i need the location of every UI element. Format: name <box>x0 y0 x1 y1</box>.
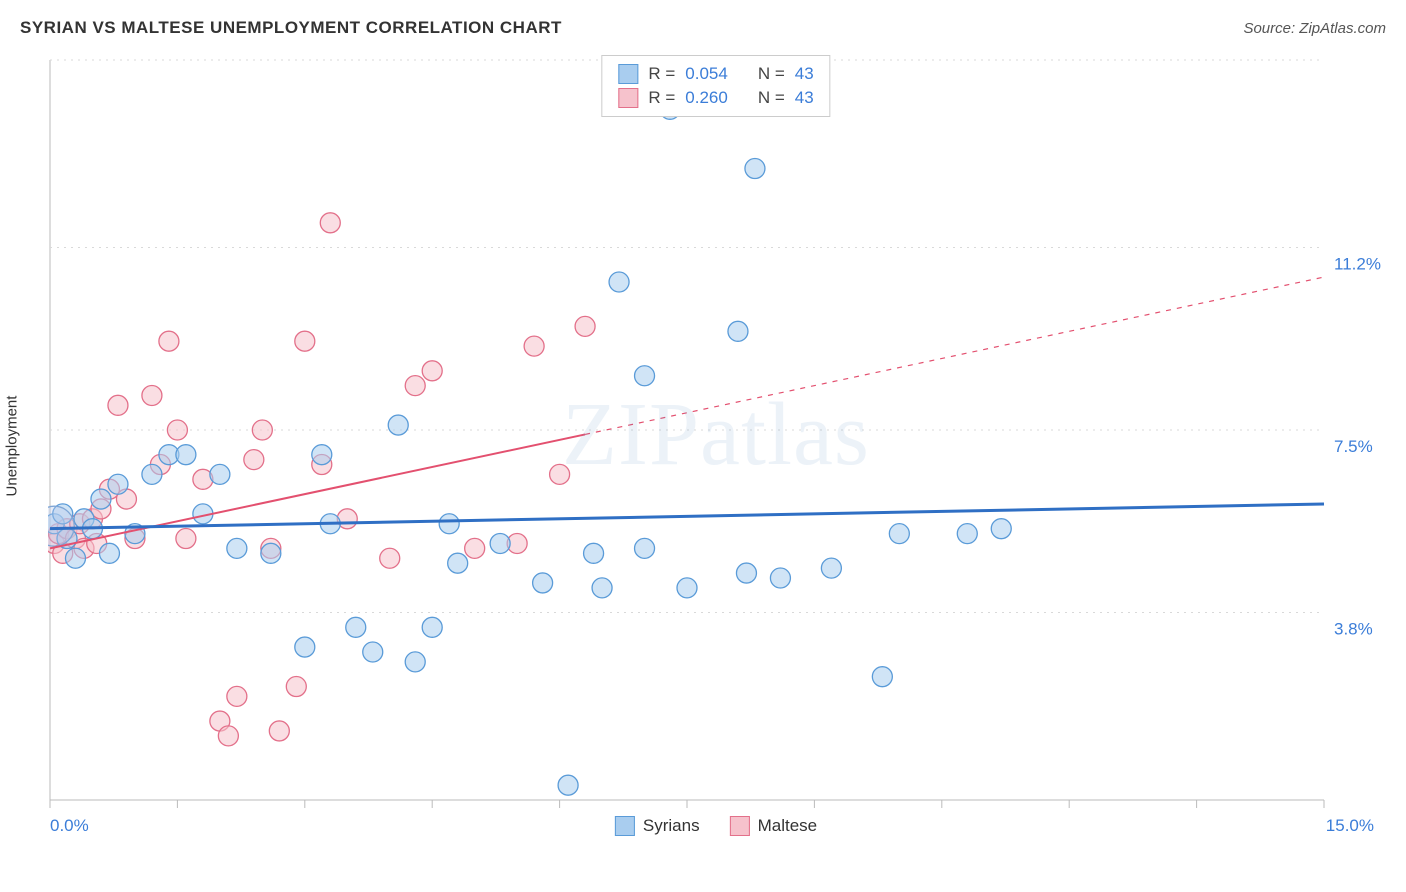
scatter-point <box>609 272 629 292</box>
scatter-point <box>745 159 765 179</box>
scatter-point <box>524 336 544 356</box>
scatter-point <box>405 376 425 396</box>
scatter-point <box>388 415 408 435</box>
scatter-point <box>592 578 612 598</box>
scatter-point <box>210 464 230 484</box>
scatter-chart: 3.8% 7.5% 11.2% <box>48 50 1384 840</box>
scatter-point <box>167 420 187 440</box>
scatter-point <box>677 578 697 598</box>
scatter-point <box>218 726 238 746</box>
y-axis-label: Unemployment <box>4 396 21 497</box>
swatch-syrians <box>618 64 638 84</box>
swatch-syrians <box>615 816 635 836</box>
scatter-point <box>227 538 247 558</box>
n-label: N = <box>758 64 785 84</box>
svg-text:11.2%: 11.2% <box>1334 254 1381 273</box>
n-value-maltese: 43 <box>795 88 814 108</box>
legend-item-syrians: Syrians <box>615 816 700 836</box>
scatter-point <box>422 361 442 381</box>
x-axis-max-label: 15.0% <box>1326 816 1374 836</box>
scatter-point <box>227 686 247 706</box>
scatter-point <box>405 652 425 672</box>
correlation-legend: R = 0.054 N = 43 R = 0.260 N = 43 <box>601 55 830 117</box>
scatter-point <box>99 543 119 563</box>
scatter-point <box>465 538 485 558</box>
scatter-point <box>65 548 85 568</box>
scatter-point <box>490 533 510 553</box>
chart-header: SYRIAN VS MALTESE UNEMPLOYMENT CORRELATI… <box>20 18 1386 38</box>
scatter-point <box>991 519 1011 539</box>
scatter-point <box>176 445 196 465</box>
scatter-point <box>957 524 977 544</box>
scatter-point <box>380 548 400 568</box>
scatter-point <box>176 529 196 549</box>
scatter-point <box>295 331 315 351</box>
scatter-point <box>108 474 128 494</box>
scatter-point <box>448 553 468 573</box>
x-axis-min-label: 0.0% <box>50 816 89 836</box>
scatter-point <box>108 395 128 415</box>
r-label: R = <box>648 88 675 108</box>
r-value-maltese: 0.260 <box>685 88 728 108</box>
scatter-point <box>269 721 289 741</box>
scatter-point <box>261 543 281 563</box>
legend-label-syrians: Syrians <box>643 816 700 836</box>
scatter-point <box>575 316 595 336</box>
scatter-point <box>439 514 459 534</box>
scatter-point <box>821 558 841 578</box>
scatter-point <box>252 420 272 440</box>
svg-text:3.8%: 3.8% <box>1334 620 1373 639</box>
scatter-point <box>635 366 655 386</box>
scatter-point <box>295 637 315 657</box>
scatter-point <box>422 617 442 637</box>
scatter-point <box>770 568 790 588</box>
scatter-point <box>584 543 604 563</box>
svg-text:7.5%: 7.5% <box>1334 437 1373 456</box>
scatter-point <box>728 321 748 341</box>
n-value-syrians: 43 <box>795 64 814 84</box>
scatter-point <box>286 677 306 697</box>
n-label: N = <box>758 88 785 108</box>
scatter-point <box>320 213 340 233</box>
scatter-point <box>363 642 383 662</box>
series-legend: Syrians Maltese <box>615 816 817 836</box>
legend-row-maltese: R = 0.260 N = 43 <box>614 86 817 110</box>
scatter-point <box>736 563 756 583</box>
scatter-point <box>159 331 179 351</box>
scatter-point <box>244 450 264 470</box>
scatter-point <box>346 617 366 637</box>
scatter-point <box>550 464 570 484</box>
scatter-point <box>533 573 553 593</box>
legend-row-syrians: R = 0.054 N = 43 <box>614 62 817 86</box>
chart-source: Source: ZipAtlas.com <box>1243 20 1386 37</box>
scatter-point <box>635 538 655 558</box>
r-value-syrians: 0.054 <box>685 64 728 84</box>
scatter-point <box>558 775 578 795</box>
chart-area: 3.8%7.5%11.2% ZIPatlas R = 0.054 N = 43 … <box>48 50 1384 840</box>
legend-item-maltese: Maltese <box>730 816 818 836</box>
legend-label-maltese: Maltese <box>758 816 818 836</box>
scatter-point <box>142 385 162 405</box>
scatter-point <box>312 445 332 465</box>
swatch-maltese <box>618 88 638 108</box>
scatter-point <box>889 524 909 544</box>
scatter-point <box>872 667 892 687</box>
scatter-point <box>142 464 162 484</box>
chart-title: SYRIAN VS MALTESE UNEMPLOYMENT CORRELATI… <box>20 18 562 38</box>
r-label: R = <box>648 64 675 84</box>
swatch-maltese <box>730 816 750 836</box>
scatter-point <box>91 489 111 509</box>
